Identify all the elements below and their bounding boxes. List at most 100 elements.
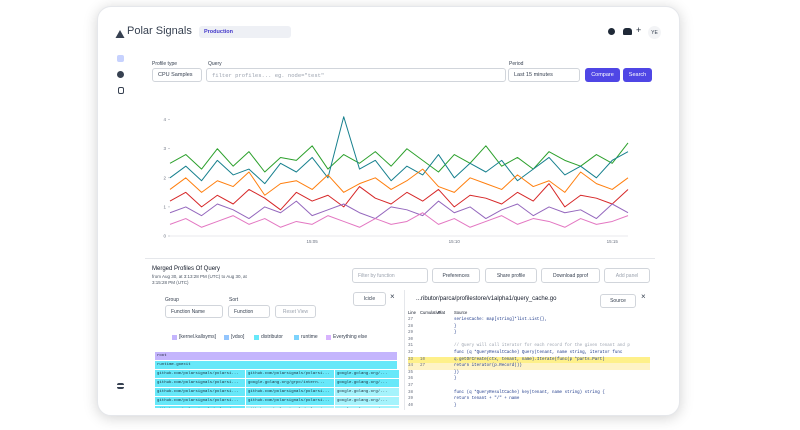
legend-swatch [172, 334, 177, 340]
column-header: Source [454, 310, 468, 315]
icicle-cell: github.com/polarsignals/polarsi... [155, 370, 245, 378]
button-label: Add panel [615, 272, 639, 279]
series-line [169, 200, 629, 220]
legend-item: [vdso] [224, 334, 244, 340]
source-cell: 28 [408, 324, 414, 329]
select-value: Function [234, 308, 254, 315]
icicle-cell: github.com/polarsignals/polarsi... [155, 379, 245, 387]
legend-label: runtime [301, 334, 318, 340]
legend-item: runtime [294, 334, 318, 340]
query-input[interactable]: filter profiles... eg. node="test" [206, 68, 506, 82]
source-code: return tenant + "/" + name [454, 397, 520, 402]
source-code: } [454, 331, 457, 336]
heat-row [408, 363, 650, 370]
divider [404, 290, 405, 410]
legend-swatch [224, 334, 229, 340]
source-cell: 32 [408, 351, 414, 355]
source-cell: 30 [408, 337, 414, 342]
source-code: }) [454, 370, 460, 375]
logo-glyph [115, 30, 125, 38]
logo-icon [115, 26, 125, 38]
column-header: Line [408, 310, 416, 315]
compare-button[interactable]: Compare [585, 68, 620, 82]
search-button[interactable]: Search [623, 68, 652, 82]
icicle-cell: google.golang.org/... [335, 370, 399, 378]
add-panel-button[interactable]: Add panel [604, 268, 650, 283]
close-icon[interactable]: × [390, 292, 395, 301]
function-filter[interactable]: Filter by function [352, 268, 428, 283]
user-avatar[interactable]: YE [648, 26, 661, 39]
legend-label: Everything else [333, 334, 368, 340]
series-line [169, 212, 629, 228]
share-button[interactable]: Share profile [485, 268, 537, 283]
icicle-cell: github.com/polarsignals/polarsi... [155, 397, 245, 405]
x-tick-label: 15:05 [307, 239, 319, 244]
source-cell: 27 [420, 364, 426, 369]
icicle-cell: google.golang.org/... [335, 397, 399, 405]
button-label: Download pprof [552, 272, 589, 279]
source-cell: 31 [408, 344, 414, 349]
source-cell: 27 [408, 318, 414, 322]
source-file: ...ributor/parca/profilestore/v1alpha1/q… [416, 296, 557, 302]
field-label: Group [165, 297, 179, 303]
button-label: Reset View [282, 308, 309, 315]
divider [145, 258, 655, 259]
icicle-cell: google.golang.org/... [335, 379, 399, 387]
period-select[interactable]: Last 15 minutes [508, 68, 580, 82]
reset-button[interactable]: Reset View [275, 305, 316, 318]
select-value: Icicle [363, 296, 376, 302]
project-select[interactable]: Production [199, 26, 291, 38]
button-label: Share profile [496, 272, 526, 279]
x-tick-label: 15:15 [607, 239, 619, 244]
close-icon[interactable]: × [641, 292, 646, 301]
source-code: seriesCache: map[string]*list.List{}, [454, 318, 547, 322]
source-code: q.getOrCreate(ctx, tenant, name).Iterate… [454, 357, 605, 362]
sort-select[interactable]: Function [228, 305, 270, 318]
source-cell: 39 [408, 397, 414, 402]
nav-icon[interactable] [117, 55, 124, 62]
y-tick-label: 1 [163, 204, 166, 209]
source-cell: 40 [408, 403, 414, 408]
source-view-select[interactable]: Source [600, 294, 636, 308]
nav-icon[interactable] [117, 71, 124, 78]
profile-range: from Aug 30, at 3:13:28 PM (UTC) to Aug … [152, 274, 247, 285]
button-label: Search [628, 72, 647, 78]
source-code: func (q *QueryResultCache) key(tenant, n… [454, 390, 605, 395]
theme-icon[interactable] [608, 28, 615, 35]
nav-icon[interactable] [118, 87, 124, 94]
icicle-cell: github.com/polarsignals/polarsi... [246, 397, 334, 405]
team-icon[interactable] [623, 28, 632, 35]
view-select[interactable]: Icicle [353, 292, 386, 306]
preferences-button[interactable]: Preferences [432, 268, 480, 283]
icicle-cell: root [155, 352, 397, 360]
source-cell: 33 [408, 357, 414, 362]
icicle-cell: github.com/polarsignals/polarsi... [246, 370, 334, 378]
source-cell: 38 [408, 390, 414, 395]
download-button[interactable]: Download pprof [541, 268, 600, 283]
column-header: Flat [438, 310, 445, 315]
icicle-cell: google.golang.org/... [335, 388, 399, 396]
source-code: return iterator(p.Record()) [454, 364, 522, 369]
user-initials: YE [651, 29, 658, 36]
legend-swatch [254, 334, 259, 340]
y-tick-label: 0 [163, 234, 166, 239]
column-header: Cumulative [420, 310, 441, 315]
source-code: // Query will call iterator for each rec… [454, 344, 630, 349]
profile-title: Merged Profiles Of Query [152, 266, 221, 272]
nav-icon[interactable] [117, 383, 124, 389]
metrics-chart: 0 1 2 3 4 15:05 15:10 15:15 [163, 116, 629, 244]
group-select[interactable]: Function Name [165, 305, 223, 318]
source-code: } [454, 377, 457, 382]
source-code: } [454, 324, 457, 329]
field-label: Profile type [152, 61, 178, 67]
icicle-cell: google.golang.org/... [335, 406, 399, 408]
profile-type-select[interactable]: CPU Samples [152, 68, 202, 82]
add-icon[interactable]: + [636, 25, 642, 35]
project-name: Production [204, 29, 234, 35]
source-code: func (q *QueryResultCache) Query(tenant,… [454, 351, 623, 355]
source-table: Line Cumulative Flat Source 27 seriesCache: … [408, 310, 650, 410]
legend-swatch [326, 334, 331, 340]
legend-swatch [294, 334, 299, 340]
source-cell: 35 [408, 370, 414, 375]
brand: Polar Signals [127, 25, 192, 37]
